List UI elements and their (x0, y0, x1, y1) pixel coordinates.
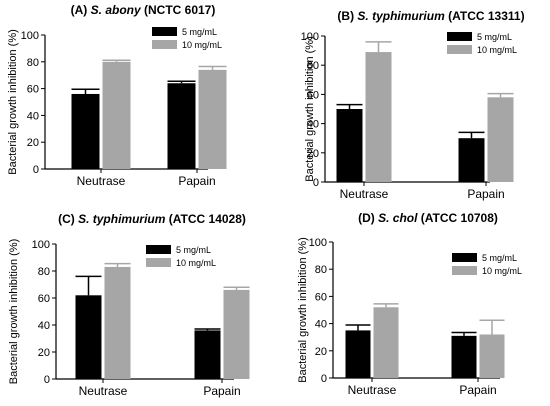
x-tick-label: Neutrase (340, 187, 389, 201)
chart-panel-4: (D) S. chol (ATCC 10708) 0 20 40 60 80 100Bact… (297, 211, 522, 397)
chart-title-prefix: (C) (58, 212, 78, 226)
legend-label: 5 mg/mL (482, 253, 517, 263)
x-tick-label: Papain (178, 174, 215, 188)
legend-label: 5 mg/mL (477, 32, 512, 42)
y-axis-label: Bacterial growth inhibition (%) (297, 237, 309, 383)
y-tick-label: 80 (38, 266, 50, 278)
x-tick-label: Neutrase (348, 383, 397, 397)
legend-swatch (152, 40, 177, 49)
bar (336, 109, 363, 182)
bar (365, 52, 392, 183)
chart-title-organism: S. abony (91, 3, 142, 17)
bar (167, 83, 196, 169)
bar (487, 97, 514, 182)
x-tick-label: Papain (467, 187, 504, 201)
bar (104, 266, 131, 379)
y-axis-label: Bacterial growth inhibition (%) (8, 239, 20, 385)
y-tick-label: 80 (307, 60, 319, 72)
chart-title-organism: S. typhimurium (78, 212, 166, 226)
bar (75, 295, 102, 379)
y-tick-label: 0 (33, 164, 39, 176)
y-tick-label: 100 (301, 31, 319, 43)
y-tick-label: 60 (38, 293, 50, 305)
y-tick-label: 40 (315, 319, 327, 331)
y-tick-label: 0 (321, 373, 327, 385)
chart-title: (A) S. abony (NCTC 6017) (71, 3, 216, 17)
legend-label: 5 mg/mL (182, 27, 217, 37)
chart-title-strain: (ATCC 13311) (445, 9, 525, 23)
chart-panel-2: (B) S. typhimurium (ATCC 13311) 0 20 40 60 80… (301, 9, 525, 201)
chart-title: (C) S. typhimurium (ATCC 14028) (58, 212, 246, 226)
chart-title-strain: (NCTC 6017) (141, 3, 216, 17)
chart-title: (B) S. typhimurium (ATCC 13311) (337, 9, 524, 23)
y-axis-label: Bacterial growth inhibition (%) (304, 36, 316, 182)
bar (479, 334, 505, 378)
bar (198, 69, 227, 169)
y-tick-label: 80 (315, 264, 327, 276)
legend-label: 5 mg/mL (176, 245, 211, 255)
bar (194, 330, 221, 379)
y-tick-label: 60 (307, 89, 319, 101)
bar (458, 138, 485, 182)
bar (223, 289, 250, 379)
bar (102, 61, 131, 169)
chart-title-organism: S. chol (378, 211, 418, 225)
legend-label: 10 mg/mL (482, 266, 522, 276)
y-tick-label: 20 (27, 137, 39, 149)
bar (345, 330, 371, 378)
chart-title-prefix: (D) (358, 211, 378, 225)
chart-title-organism: S. typhimurium (357, 9, 445, 23)
y-tick-label: 0 (44, 374, 50, 386)
bar (71, 93, 100, 169)
y-axis-label: Bacterial growth inhibition (%) (7, 29, 19, 175)
legend-swatch (447, 45, 472, 54)
legend-swatch (152, 27, 177, 36)
chart-panel-1: (A) S. abony (NCTC 6017) 0 20 40 60 80 100Bact… (7, 3, 227, 188)
y-tick-label: 40 (307, 119, 319, 131)
y-tick-label: 40 (27, 110, 39, 122)
y-tick-label: 100 (32, 239, 50, 251)
x-tick-label: Neutrase (77, 174, 126, 188)
legend-label: 10 mg/mL (182, 40, 222, 50)
y-tick-label: 0 (313, 177, 319, 189)
bar (451, 335, 477, 378)
y-tick-label: 100 (21, 30, 39, 42)
y-tick-label: 40 (38, 320, 50, 332)
legend-swatch (146, 258, 171, 267)
legend-swatch (452, 266, 477, 275)
y-tick-label: 60 (315, 291, 327, 303)
chart-panel-3: (C) S. typhimurium (ATCC 14028) 0 20 40 60 80… (8, 212, 250, 398)
legend-label: 10 mg/mL (477, 45, 517, 55)
legend-label: 10 mg/mL (176, 258, 216, 268)
y-tick-label: 80 (27, 57, 39, 69)
y-tick-label: 20 (307, 148, 319, 160)
chart-title-strain: (ATCC 14028) (165, 212, 245, 226)
legend-swatch (447, 32, 472, 41)
x-tick-label: Papain (203, 384, 240, 398)
x-tick-label: Neutrase (79, 384, 128, 398)
legend-swatch (146, 245, 171, 254)
legend-swatch (452, 253, 477, 262)
y-tick-label: 20 (38, 347, 50, 359)
chart-title-strain: (ATCC 10708) (417, 211, 497, 225)
bar (373, 307, 399, 378)
y-tick-label: 20 (315, 346, 327, 358)
chart-title-prefix: (A) (71, 3, 91, 17)
y-tick-label: 100 (309, 237, 327, 249)
y-tick-label: 60 (27, 84, 39, 96)
chart-title: (D) S. chol (ATCC 10708) (358, 211, 498, 225)
chart-title-prefix: (B) (337, 9, 357, 23)
x-tick-label: Papain (459, 383, 496, 397)
